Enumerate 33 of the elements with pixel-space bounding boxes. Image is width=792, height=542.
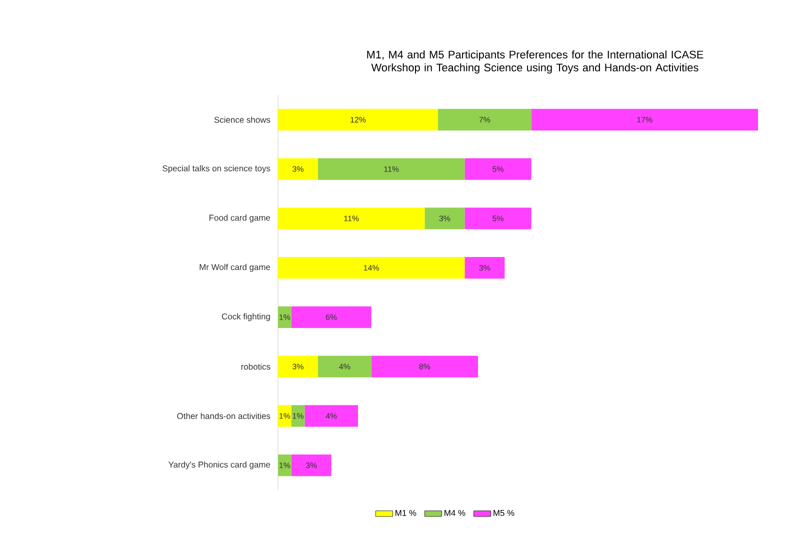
bar bbox=[304, 405, 358, 427]
bar bbox=[278, 454, 292, 476]
y-tick-label: Special talks on science toys bbox=[162, 165, 270, 174]
bar bbox=[278, 405, 292, 427]
y-tick-label: Mr Wolf card game bbox=[200, 264, 270, 272]
chart-title: M1, M4 and M5 Participants Preferences for the International ICASE Workshop in Teaching Science using Toys and Hands-on Activities bbox=[367, 50, 704, 74]
y-tick-label: Yardy's Phonics card game bbox=[168, 461, 270, 470]
y-tick-label: Food card game bbox=[210, 214, 270, 222]
bar bbox=[278, 256, 465, 279]
bar bbox=[291, 306, 372, 328]
legend-label: M1 % bbox=[396, 510, 416, 516]
bar bbox=[464, 208, 532, 230]
legend-label: M4 % bbox=[444, 510, 466, 516]
bar bbox=[464, 256, 505, 279]
bar bbox=[291, 454, 332, 476]
y-tick-label: Science shows bbox=[214, 116, 270, 123]
bar bbox=[424, 208, 465, 230]
legend-label: M5 % bbox=[494, 510, 514, 516]
bar bbox=[278, 108, 438, 131]
y-tick-label: Other hands-on activities bbox=[177, 412, 270, 420]
y-tick-label: Cock fighting bbox=[222, 313, 270, 322]
bar bbox=[531, 108, 758, 131]
bar bbox=[318, 356, 372, 378]
bar bbox=[438, 108, 532, 131]
bar bbox=[464, 158, 532, 180]
bar bbox=[291, 405, 305, 427]
bar bbox=[278, 306, 292, 328]
y-tick-label: robotics bbox=[241, 363, 270, 370]
bar bbox=[278, 158, 318, 180]
bar bbox=[278, 208, 425, 230]
bar bbox=[318, 158, 465, 180]
bar bbox=[371, 356, 478, 378]
bar bbox=[278, 356, 318, 378]
